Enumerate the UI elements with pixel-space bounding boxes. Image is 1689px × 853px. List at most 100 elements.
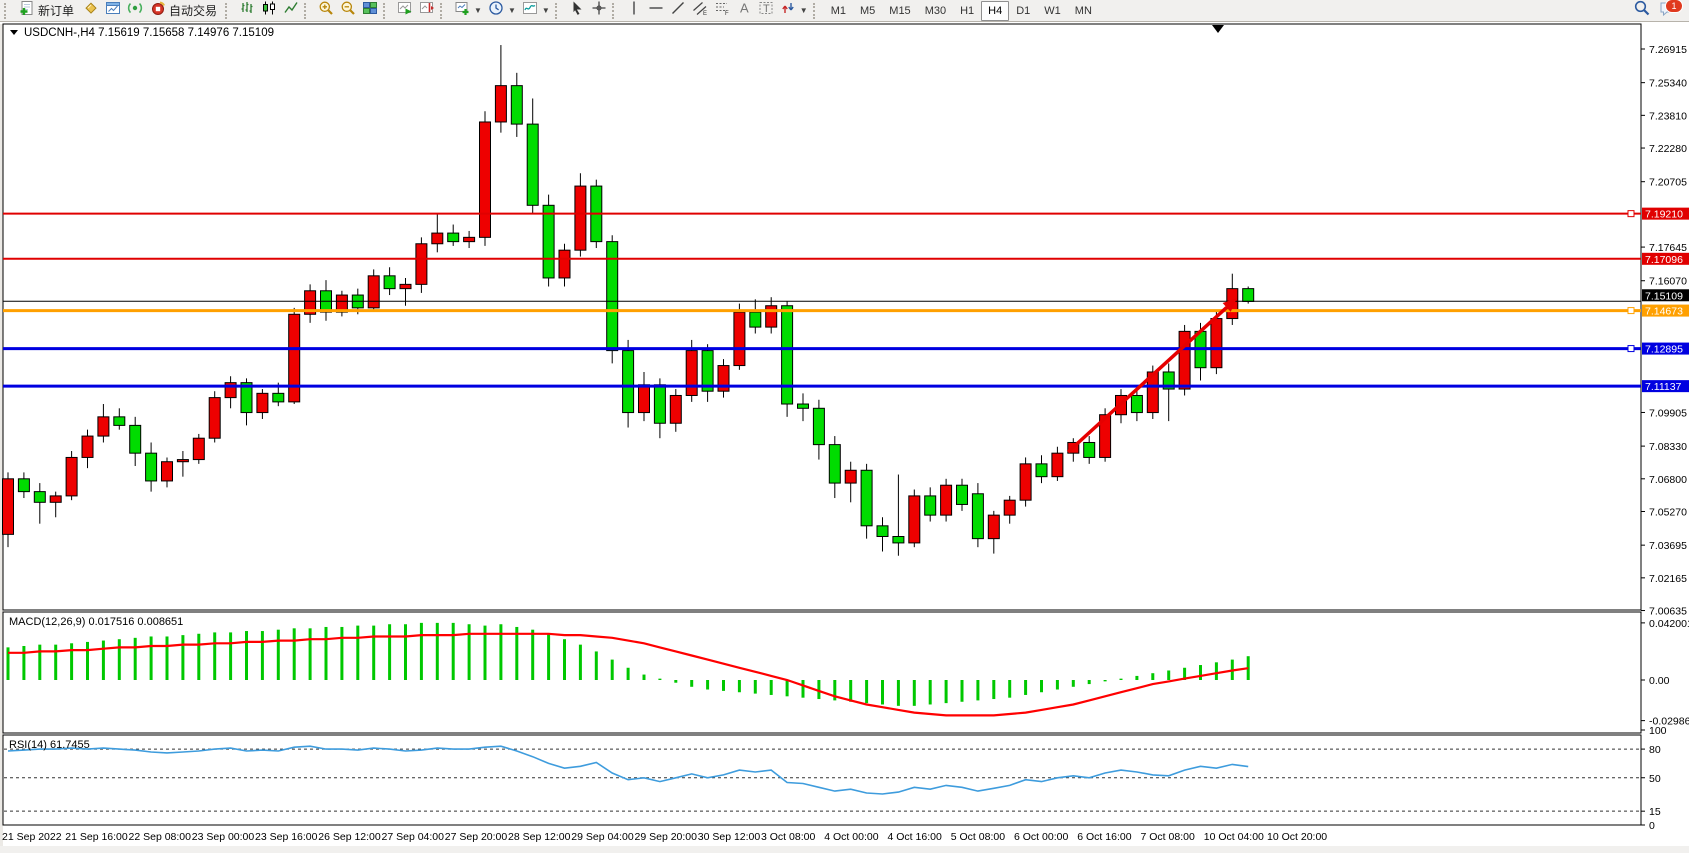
candle (17, 478, 30, 493)
time-label: 21 Sep 2022 (2, 831, 62, 843)
horizontal-line-button[interactable] (645, 1, 667, 21)
macd-signal-line (8, 632, 1249, 717)
zoom-out-button[interactable] (337, 1, 359, 21)
candle (129, 424, 142, 454)
hline-price-label: 7.14673 (1645, 306, 1683, 318)
price-tick-label: 7.25340 (1649, 78, 1687, 90)
candle (622, 350, 635, 414)
candle (224, 382, 237, 399)
cursor-button[interactable] (566, 1, 588, 21)
candle (288, 313, 301, 403)
price-tick-label: 7.16070 (1649, 276, 1687, 288)
candle (653, 384, 666, 424)
autotrading-label: 自动交易 (169, 4, 218, 18)
chart-shift-button[interactable] (416, 1, 438, 21)
vertical-line-button[interactable] (623, 1, 645, 21)
indicators-button[interactable]: ▼ (519, 1, 553, 21)
timeframe-button-M5[interactable]: M5 (860, 4, 876, 17)
candlestick-chart-button[interactable] (258, 1, 280, 21)
candle (399, 283, 412, 290)
equidistant-channel-button[interactable]: E (689, 1, 711, 21)
timeframe-button-H4[interactable]: H4 (981, 0, 1010, 21)
toolbar-grip[interactable] (611, 2, 620, 19)
timeframe-button-M1[interactable]: M1 (830, 4, 846, 17)
search-icon[interactable] (1633, 0, 1651, 22)
timeframe-button-M15[interactable]: M15 (889, 4, 911, 17)
new-order-button[interactable]: 新订单 (15, 1, 80, 21)
trend-arrow-head[interactable] (1222, 298, 1237, 312)
candle (479, 121, 491, 238)
candle (1083, 441, 1096, 458)
zoom-out-icon (340, 0, 356, 21)
fibonacci-button[interactable]: F (711, 1, 733, 21)
line-chart-button[interactable] (280, 1, 302, 21)
auto-scroll-button[interactable] (394, 1, 416, 21)
toolbar-grip[interactable] (812, 2, 821, 19)
timeframe-button-M30[interactable]: M30 (924, 4, 947, 17)
time-label: 10 Oct 04:00 (1204, 831, 1264, 843)
toolbar-grip[interactable] (383, 2, 391, 19)
candle (161, 461, 173, 482)
candle (828, 444, 841, 484)
text-button[interactable]: A (733, 1, 755, 21)
candle (208, 397, 221, 439)
hline-price-label: 7.12895 (1645, 344, 1683, 356)
crosshair-icon (591, 0, 607, 21)
time-label: 21 Sep 16:00 (65, 831, 128, 843)
clock-icon (488, 0, 504, 21)
timeframe-button-W1[interactable]: W1 (1044, 4, 1061, 17)
hline-price-label: 7.19210 (1645, 209, 1683, 221)
hline-handle[interactable] (1627, 345, 1635, 353)
candle (1130, 394, 1143, 414)
hline-handle[interactable] (1627, 210, 1635, 218)
timeframe-button-MN[interactable]: MN (1074, 4, 1092, 17)
price-tick-label: 7.09905 (1649, 407, 1687, 419)
candle (33, 491, 46, 503)
tile-windows-button[interactable] (359, 1, 381, 21)
chat-button[interactable]: 1 (1659, 0, 1683, 21)
crosshair-button[interactable] (588, 1, 610, 21)
rsi-line (7, 745, 1249, 795)
toolbar-grip[interactable] (304, 2, 312, 19)
metaeditor-button[interactable] (80, 1, 102, 21)
toolbar-grip[interactable] (554, 2, 563, 19)
timeframe-button-H1[interactable]: H1 (960, 4, 975, 17)
profiles-button[interactable]: ▼ (485, 1, 519, 21)
macd-label: MACD(12,26,9) 0.017516 0.008651 (9, 616, 183, 628)
toolbar-grip[interactable] (440, 2, 448, 19)
chart-shift-marker[interactable] (1212, 25, 1224, 33)
arrows-button[interactable]: ▼ (777, 1, 811, 21)
text-label-icon: T (758, 0, 774, 21)
data-window-button[interactable] (102, 1, 124, 21)
time-label: 22 Sep 08:00 (129, 831, 192, 843)
new-chart-button[interactable]: ▼ (451, 1, 485, 21)
hline-handle[interactable] (1627, 307, 1635, 315)
cursor-icon (569, 0, 585, 21)
toolbar-grip[interactable] (4, 2, 12, 19)
signals-button[interactable] (124, 1, 146, 21)
trendline-button[interactable] (667, 1, 689, 21)
text-label-button[interactable]: T (755, 1, 777, 21)
arrows-icon (780, 0, 796, 21)
candle (97, 416, 110, 437)
bar-chart-icon (239, 0, 255, 21)
candle (1162, 371, 1175, 390)
window-edge (0, 24, 3, 846)
candle (685, 350, 698, 396)
current-price-tag (1642, 289, 1689, 302)
symbol-dropdown-icon[interactable] (10, 30, 18, 35)
time-label: 6 Oct 16:00 (1077, 831, 1131, 843)
text-icon: A (736, 0, 752, 21)
bar-chart-button[interactable] (236, 1, 258, 21)
candle (987, 514, 1000, 540)
macd-scale-label: 0.042001 (1649, 618, 1689, 630)
price-tick-label: 7.22280 (1649, 143, 1687, 155)
autotrading-button[interactable]: 自动交易 (146, 1, 223, 21)
zoom-in-button[interactable] (315, 1, 337, 21)
timeframe-button-D1[interactable]: D1 (1016, 4, 1031, 17)
trend-arrow[interactable] (1066, 306, 1228, 454)
candle (669, 394, 682, 424)
candle (415, 243, 428, 285)
toolbar-grip[interactable] (225, 2, 233, 19)
candle (494, 85, 507, 123)
